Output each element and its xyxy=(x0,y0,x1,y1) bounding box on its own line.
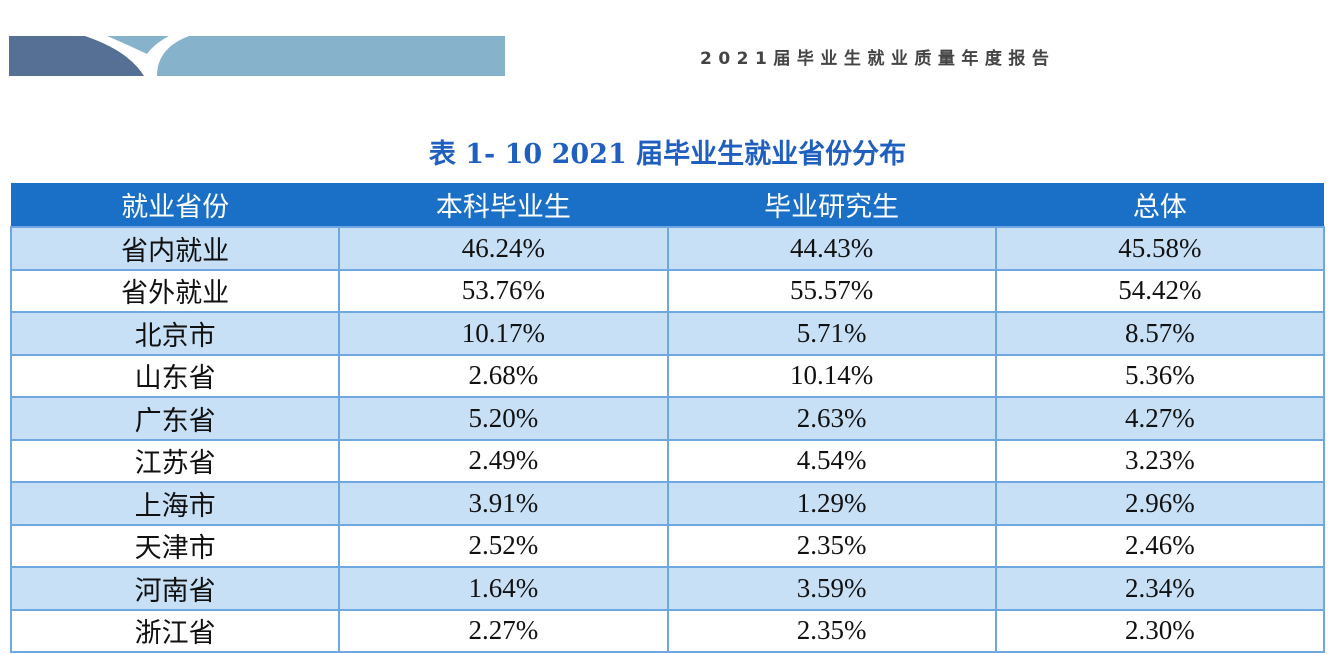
table-row: 上海市 3.91% 1.29% 2.96% xyxy=(9,481,1326,526)
document-running-header: 2021届毕业生就业质量年度报告 xyxy=(700,49,1056,69)
table-row: 广东省 5.20% 2.63% 4.27% xyxy=(9,396,1326,441)
percentage-cell: 3.59% xyxy=(666,566,997,611)
province-cell: 河南省 xyxy=(9,566,341,611)
percentage-cell: 2.30% xyxy=(994,608,1326,653)
percentage-cell: 10.14% xyxy=(666,353,997,398)
percentage-cell: 53.76% xyxy=(338,268,669,313)
percentage-cell: 2.49% xyxy=(338,438,669,483)
table-row: 浙江省 2.27% 2.35% 2.30% xyxy=(9,608,1326,653)
percentage-cell: 2.34% xyxy=(994,566,1326,611)
table-row: 山东省 2.68% 10.14% 5.36% xyxy=(9,353,1326,398)
table-row: 天津市 2.52% 2.35% 2.46% xyxy=(9,523,1326,568)
percentage-cell: 8.57% xyxy=(994,311,1326,356)
percentage-cell: 54.42% xyxy=(994,268,1326,313)
province-cell: 广东省 xyxy=(9,396,341,441)
percentage-cell: 5.36% xyxy=(994,353,1326,398)
percentage-cell: 3.91% xyxy=(338,481,669,526)
percentage-cell: 44.43% xyxy=(666,226,997,271)
percentage-cell: 2.96% xyxy=(994,481,1326,526)
province-cell: 山东省 xyxy=(9,353,341,398)
table-row: 河南省 1.64% 3.59% 2.34% xyxy=(9,566,1326,611)
percentage-cell: 1.64% xyxy=(338,566,669,611)
table-header-row: 就业省份 本科毕业生 毕业研究生 总体 xyxy=(11,183,1324,227)
percentage-cell: 2.68% xyxy=(338,353,669,398)
table-row: 省内就业 46.24% 44.43% 45.58% xyxy=(9,226,1326,271)
percentage-cell: 3.23% xyxy=(994,438,1326,483)
province-cell: 天津市 xyxy=(9,523,341,568)
percentage-cell: 2.27% xyxy=(338,608,669,653)
percentage-cell: 10.17% xyxy=(338,311,669,356)
province-cell: 上海市 xyxy=(9,481,341,526)
percentage-cell: 2.46% xyxy=(994,523,1326,568)
percentage-cell: 4.54% xyxy=(666,438,997,483)
column-header: 就业省份 xyxy=(11,183,340,227)
province-cell: 江苏省 xyxy=(9,438,341,483)
header-banner-decoration xyxy=(9,36,505,76)
province-cell: 北京市 xyxy=(9,311,341,356)
percentage-cell: 5.71% xyxy=(666,311,997,356)
percentage-cell: 55.57% xyxy=(666,268,997,313)
percentage-cell: 2.35% xyxy=(666,608,997,653)
province-cell: 省内就业 xyxy=(9,226,341,271)
percentage-cell: 45.58% xyxy=(994,226,1326,271)
percentage-cell: 5.20% xyxy=(338,396,669,441)
percentage-cell: 2.63% xyxy=(666,396,997,441)
column-header: 毕业研究生 xyxy=(667,183,996,227)
province-distribution-table: 就业省份 本科毕业生 毕业研究生 总体 省内就业 46.24% 44.43% 45.58% 省… xyxy=(9,183,1326,653)
percentage-cell: 2.52% xyxy=(338,523,669,568)
province-cell: 浙江省 xyxy=(9,608,341,653)
table-row: 江苏省 2.49% 4.54% 3.23% xyxy=(9,438,1326,483)
province-cell: 省外就业 xyxy=(9,268,341,313)
column-header: 本科毕业生 xyxy=(339,183,668,227)
percentage-cell: 46.24% xyxy=(338,226,669,271)
table-title: 表 1- 10 2021 届毕业生就业省份分布 xyxy=(428,139,907,170)
column-header: 总体 xyxy=(995,183,1324,227)
percentage-cell: 4.27% xyxy=(994,396,1326,441)
percentage-cell: 1.29% xyxy=(666,481,997,526)
table-row: 省外就业 53.76% 55.57% 54.42% xyxy=(9,268,1326,313)
percentage-cell: 2.35% xyxy=(666,523,997,568)
table-row: 北京市 10.17% 5.71% 8.57% xyxy=(9,311,1326,356)
